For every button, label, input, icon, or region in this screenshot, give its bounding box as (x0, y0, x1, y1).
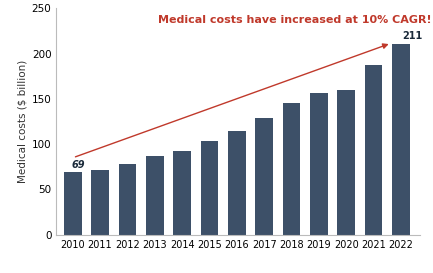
Bar (255, 118, 273, 235)
Bar (365, 65, 382, 235)
Bar (64, 172, 81, 235)
Text: 69: 69 (71, 159, 85, 170)
Bar (228, 130, 246, 235)
Text: Medical costs have increased at 10% CAGR!: Medical costs have increased at 10% CAGR… (158, 15, 432, 25)
Bar (392, 43, 410, 235)
Bar (283, 103, 301, 235)
Bar (310, 93, 328, 235)
Y-axis label: Medical costs ($ billion): Medical costs ($ billion) (17, 60, 28, 183)
Bar (173, 152, 191, 235)
Bar (200, 141, 218, 235)
Bar (337, 90, 355, 235)
Text: 211: 211 (402, 31, 423, 41)
Bar (91, 170, 109, 235)
Bar (146, 156, 164, 235)
Bar (119, 164, 136, 235)
